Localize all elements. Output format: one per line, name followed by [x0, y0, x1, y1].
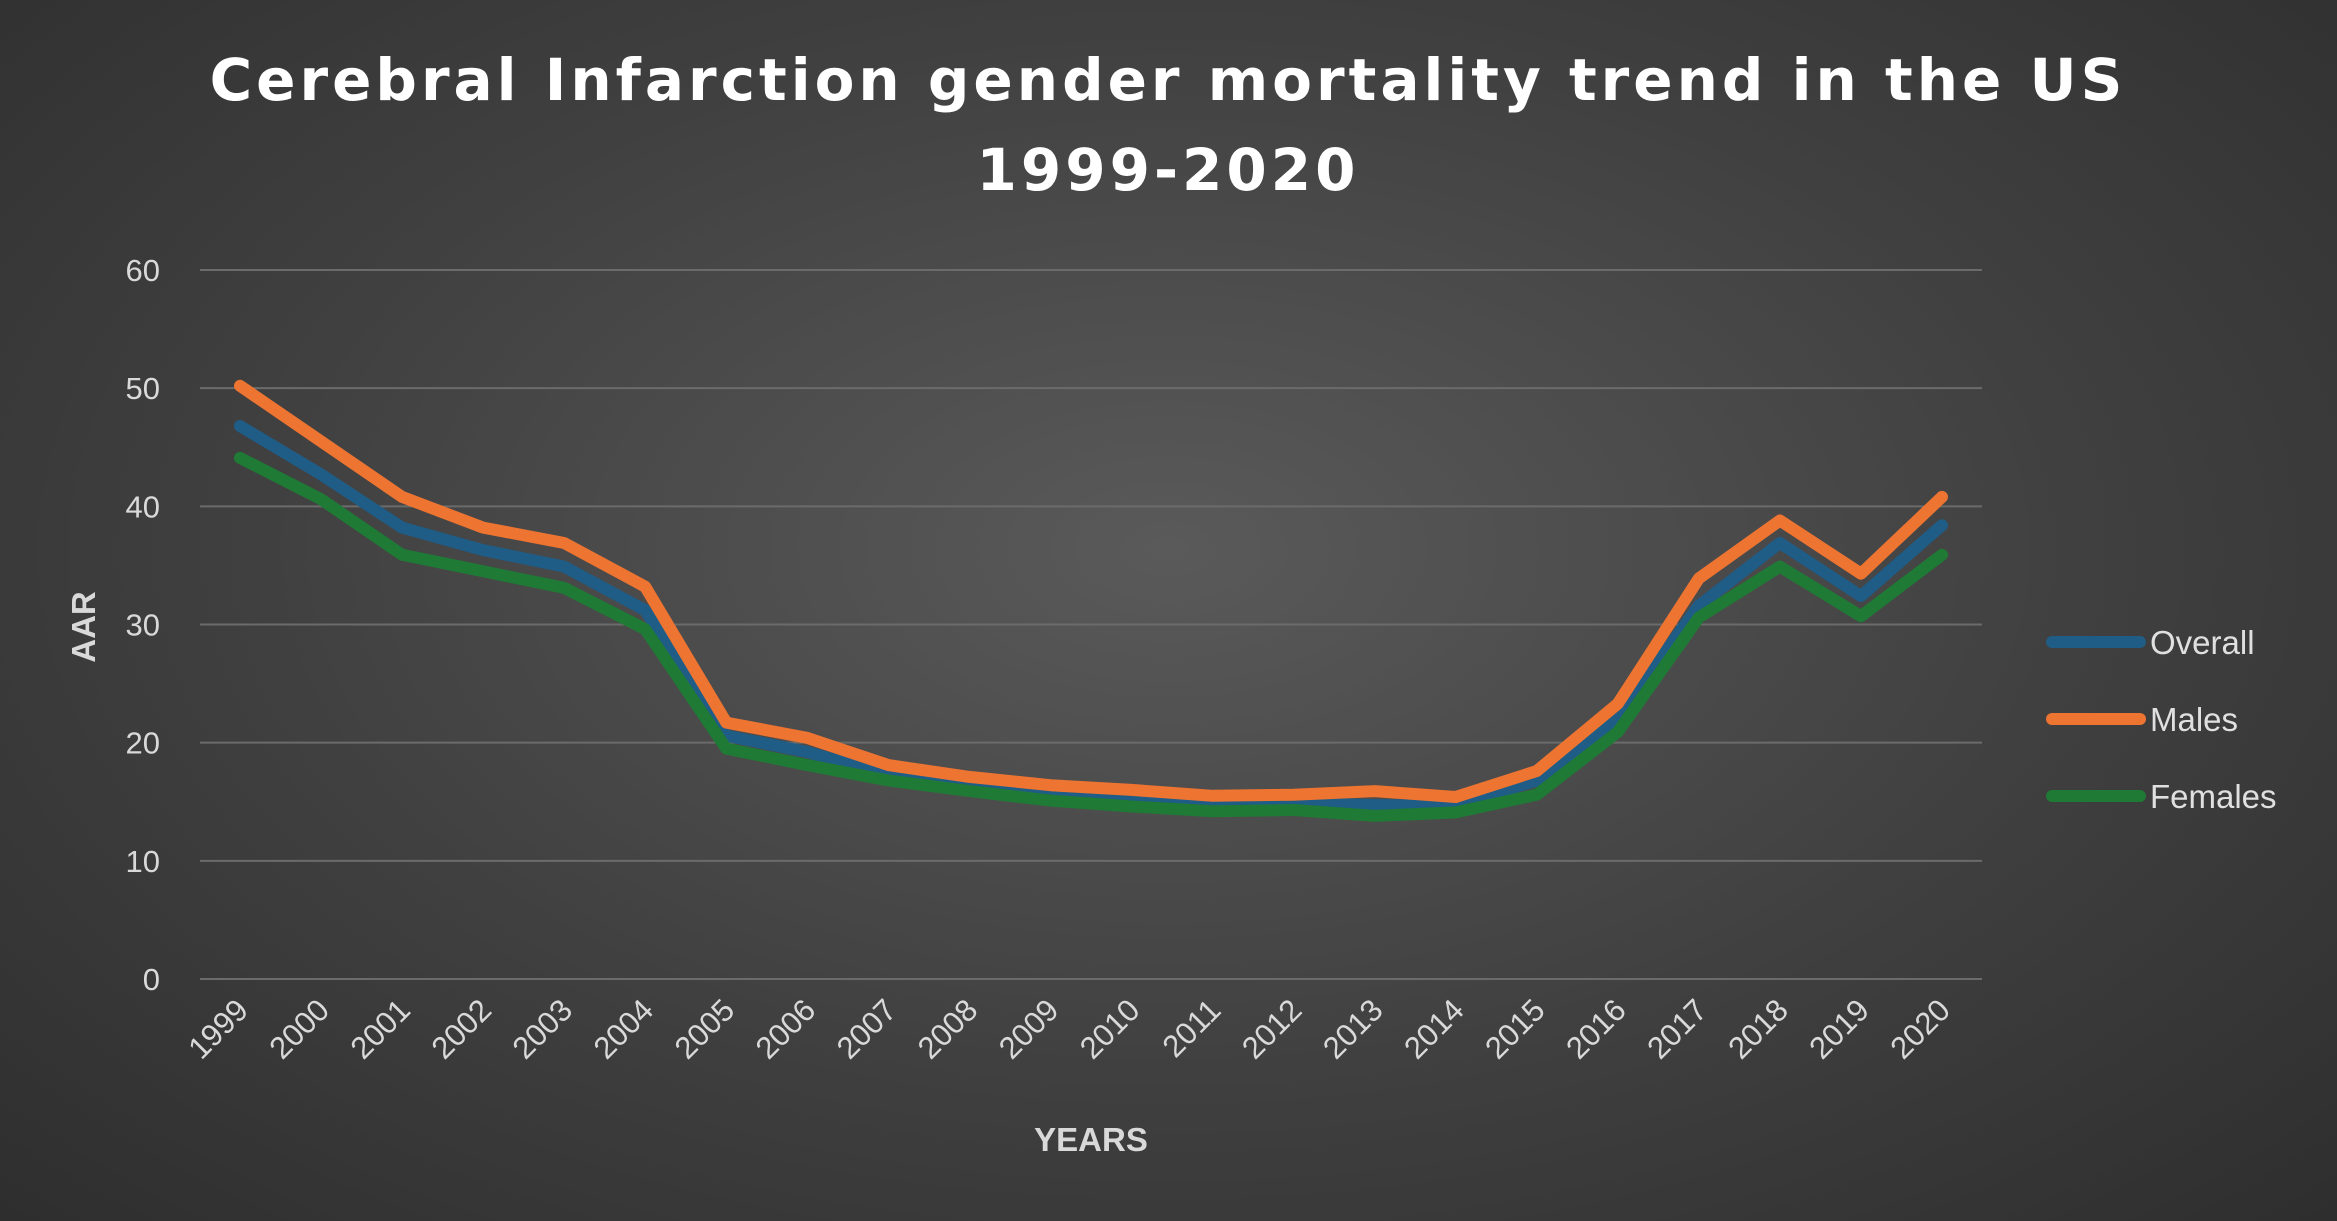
x-tick-label: 1999 [181, 992, 255, 1066]
y-tick-label: 20 [126, 726, 160, 761]
legend-label-overall: Overall [2150, 624, 2255, 661]
y-tick-label: 50 [126, 371, 160, 406]
x-tick-label: 2007 [830, 992, 904, 1066]
x-tick-label: 2005 [668, 992, 742, 1066]
x-tick-label: 2016 [1559, 992, 1633, 1066]
chart-title-line-2: 1999-2020 [977, 136, 1360, 204]
chart-title-line-1: Cerebral Infarction gender mortality tre… [210, 46, 2127, 114]
series-line-females [234, 451, 1948, 822]
series-line-overall [234, 420, 1948, 812]
x-tick-label: 2003 [506, 992, 580, 1066]
x-tick-label: 2002 [425, 992, 499, 1066]
x-tick-label: 2014 [1397, 992, 1471, 1066]
y-tick-label: 60 [126, 253, 160, 288]
x-tick-label: 2017 [1640, 992, 1714, 1066]
series-line-males [234, 379, 1948, 803]
legend-label-females: Females [2150, 778, 2277, 815]
x-tick-label: 2008 [911, 992, 985, 1066]
x-axis-label: YEARS [1034, 1121, 1148, 1158]
series-lines [234, 379, 1948, 822]
x-tick-label: 2020 [1883, 992, 1957, 1066]
x-tick-label: 2011 [1156, 992, 1228, 1064]
legend-label-males: Males [2150, 701, 2238, 738]
x-tick-label: 2013 [1316, 992, 1390, 1066]
x-tick-label: 2000 [262, 992, 336, 1066]
chart-title: Cerebral Infarction gender mortality tre… [210, 46, 2127, 204]
x-tick-label: 2006 [749, 992, 823, 1066]
gridlines [200, 269, 1982, 980]
y-axis-label: AAR [65, 591, 102, 663]
y-axis-ticks: 0 10 20 30 40 50 60 [126, 253, 160, 997]
y-tick-label: 0 [143, 962, 160, 997]
x-tick-label: 2019 [1802, 992, 1876, 1066]
x-tick-label: 2010 [1073, 992, 1147, 1066]
x-tick-label: 2009 [992, 992, 1066, 1066]
y-tick-label: 10 [126, 844, 160, 879]
x-tick-label: 2012 [1235, 992, 1309, 1066]
x-tick-label: 2001 [344, 992, 418, 1066]
x-axis-ticks: 1999 2000 2001 2002 2003 2004 2005 2006 2007 2008… [181, 992, 1957, 1066]
y-tick-label: 30 [126, 608, 160, 643]
x-tick-label: 2015 [1478, 992, 1552, 1066]
x-tick-label: 2004 [587, 992, 661, 1066]
x-tick-label: 2018 [1721, 992, 1795, 1066]
y-tick-label: 40 [126, 489, 160, 524]
legend: Overall Males Females [2046, 624, 2277, 815]
